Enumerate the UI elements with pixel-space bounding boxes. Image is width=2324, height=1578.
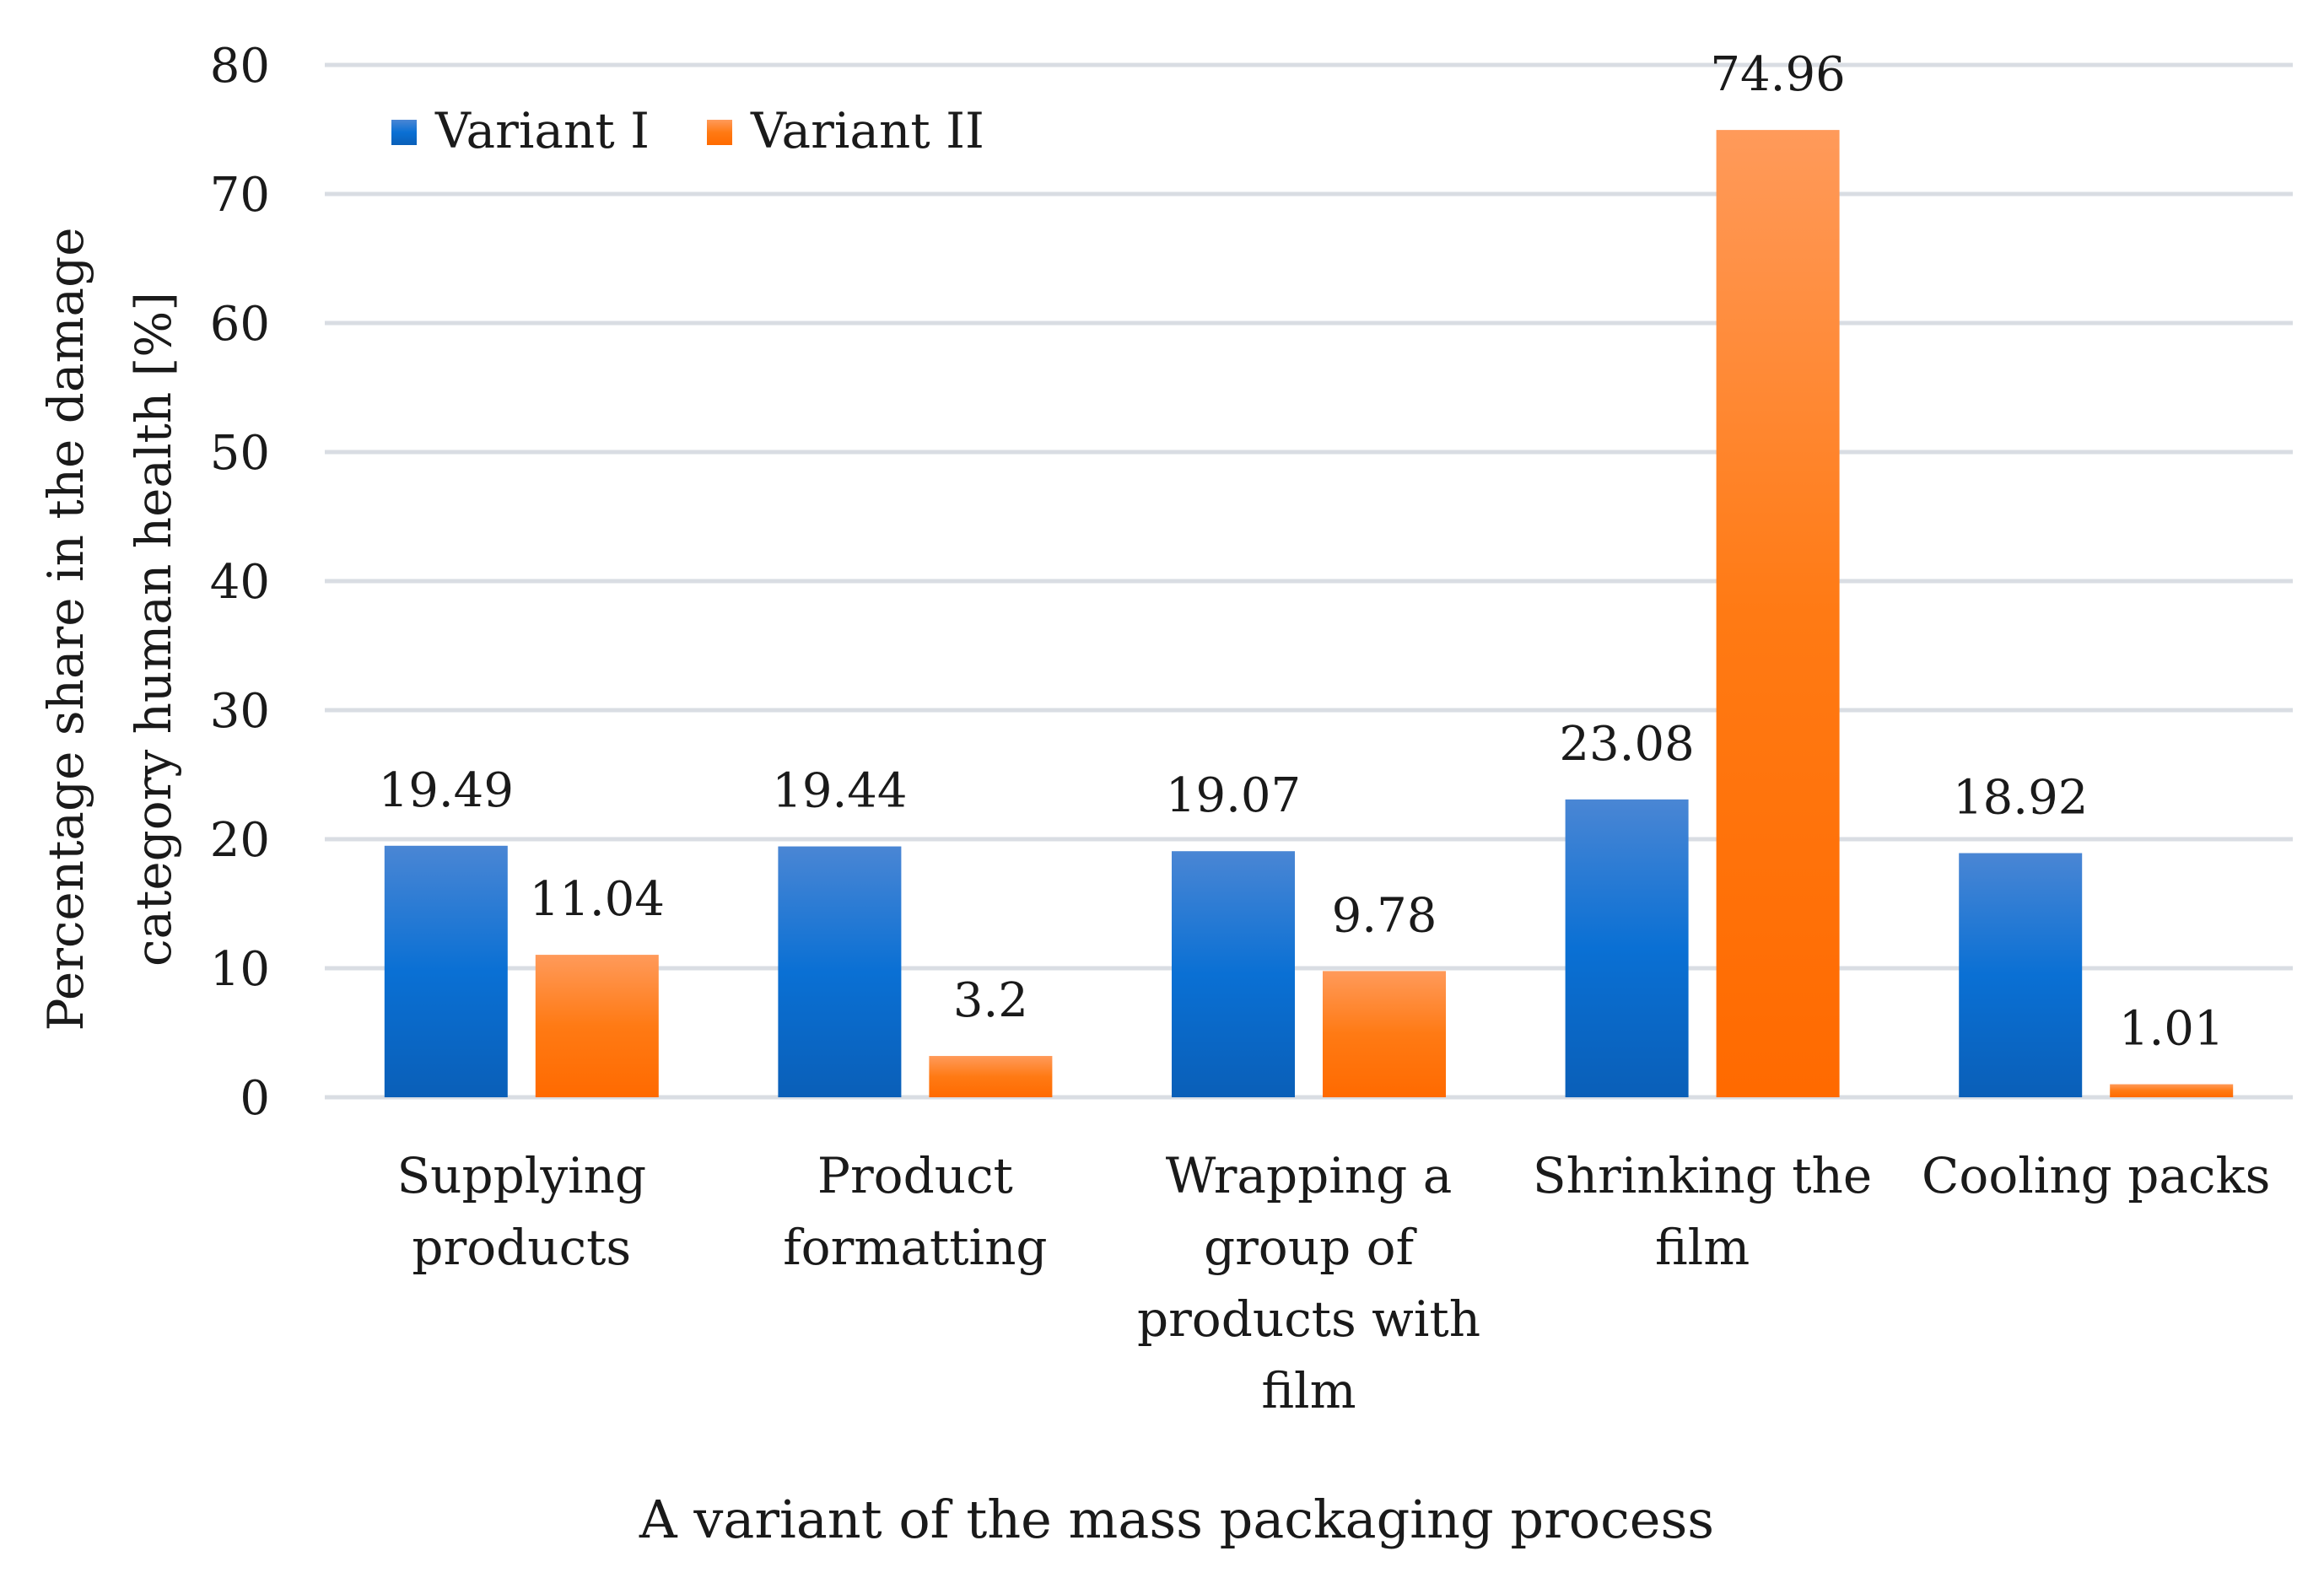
bar-variant-1-cat-4 [1565, 799, 1689, 1097]
y-tick-label-0: 0 [240, 1071, 270, 1126]
legend-label-variant-1: Variant I [434, 102, 650, 159]
legend-label-variant-2: Variant II [750, 102, 984, 159]
x-tick-label-cat-2-line-1: Product [817, 1147, 1013, 1204]
y-tick-label-70: 70 [210, 168, 270, 223]
x-tick-label-cat-3-line-1: Wrapping a [1166, 1147, 1453, 1204]
bar-variant-2-cat-4 [1716, 130, 1840, 1097]
bar-variant-1-cat-5 [1959, 853, 2083, 1097]
x-tick-label-cat-4-line-1: Shrinking the [1533, 1147, 1872, 1204]
x-tick-label-cat-1-line-2: products [412, 1219, 631, 1276]
y-tick-label-80: 80 [210, 39, 270, 94]
data-label-variant-1-cat-4: 23.08 [1559, 717, 1694, 772]
data-label-variant-1-cat-5: 18.92 [1953, 771, 2088, 826]
x-tick-label-cat-4-line-2: film [1655, 1219, 1750, 1276]
x-tick-label-cat-3-line-4: film [1261, 1362, 1356, 1419]
y-axis-title-line-1: Percentage share in the damage [37, 227, 94, 1031]
bar-variant-2-cat-5 [2110, 1084, 2234, 1097]
bar-variant-1-cat-1 [384, 845, 508, 1097]
bar-variant-2-cat-2 [929, 1056, 1053, 1097]
data-label-variant-1-cat-3: 19.07 [1166, 768, 1301, 823]
data-label-variant-2-cat-2: 3.2 [953, 973, 1028, 1028]
x-tick-label-cat-3-line-2: group of [1204, 1219, 1417, 1276]
x-tick-label-cat-1-line-1: Supplying [396, 1147, 646, 1204]
y-tick-label-50: 50 [210, 426, 270, 481]
y-tick-label-60: 60 [210, 297, 270, 352]
legend-swatch-variant-2 [707, 120, 732, 145]
legend: Variant I Variant II [391, 102, 984, 159]
data-label-variant-1-cat-2: 19.44 [772, 764, 907, 819]
bar-variant-1-cat-3 [1172, 851, 1295, 1097]
data-label-variant-2-cat-4: 74.96 [1710, 47, 1845, 102]
x-tick-label-cat-2-line-2: formatting [783, 1219, 1047, 1276]
bar-variant-2-cat-1 [535, 955, 659, 1097]
y-tick-label-10: 10 [210, 942, 270, 997]
data-labels: 19.49 11.04 19.44 3.2 19.07 9.78 23.08 74.96 18.… [379, 47, 2224, 1056]
y-tick-label-20: 20 [210, 813, 270, 868]
data-label-variant-2-cat-5: 1.01 [2119, 1002, 2224, 1057]
bars [384, 130, 2234, 1097]
bar-variant-1-cat-2 [778, 846, 902, 1097]
data-label-variant-2-cat-1: 11.04 [530, 872, 665, 927]
y-tick-label-30: 30 [210, 684, 270, 739]
x-axis-title: A variant of the mass packaging process [639, 1489, 1714, 1550]
y-axis-title-line-2: category human health [%] [125, 292, 182, 967]
legend-swatch-variant-1 [391, 120, 417, 145]
bar-variant-2-cat-3 [1323, 971, 1446, 1097]
y-tick-label-40: 40 [210, 555, 270, 610]
x-tick-label-cat-5-line-1: Cooling packs [1922, 1147, 2270, 1204]
data-label-variant-2-cat-3: 9.78 [1332, 888, 1437, 943]
data-label-variant-1-cat-1: 19.49 [379, 763, 514, 818]
x-axis-ticks: Supplying products Product formatting Wrappi… [396, 1147, 2270, 1419]
x-tick-label-cat-3-line-3: products with [1137, 1290, 1480, 1348]
y-axis-ticks: 0 10 20 30 40 50 60 70 80 [210, 39, 270, 1126]
